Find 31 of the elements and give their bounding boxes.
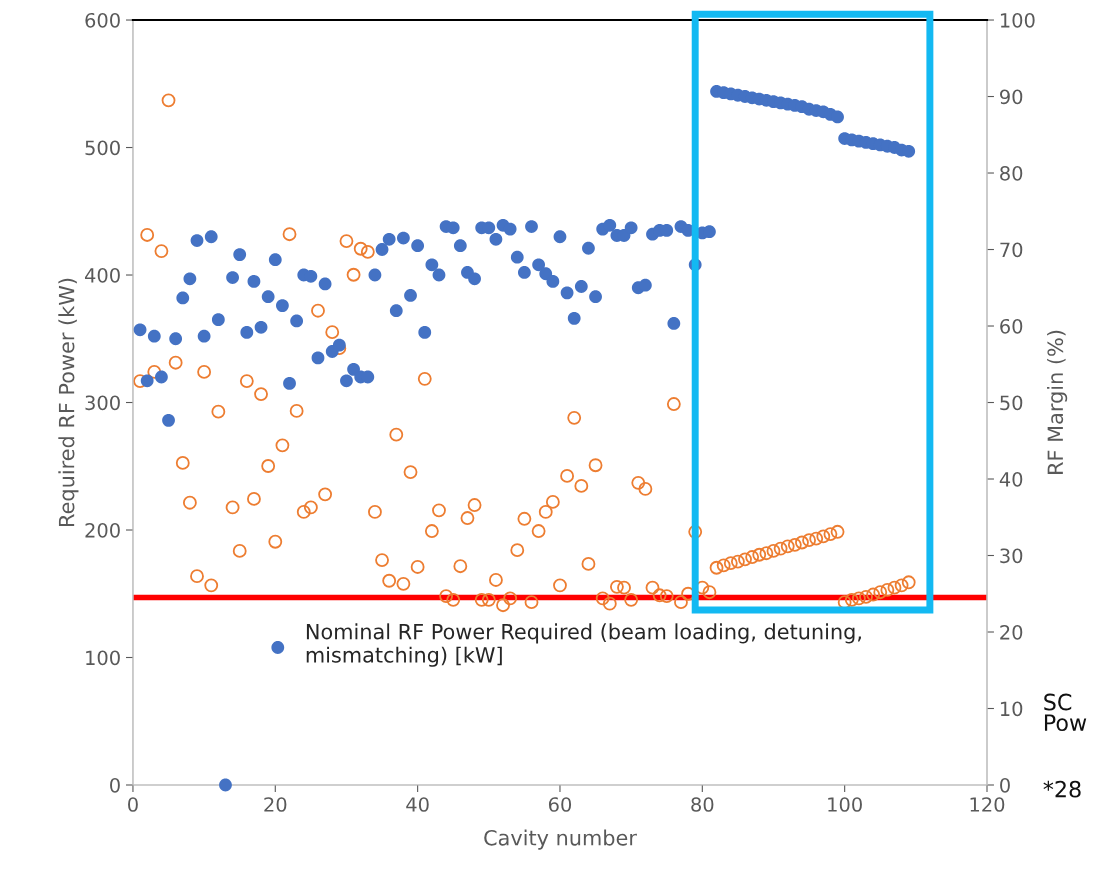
y2-tick-label: 50: [1000, 395, 1023, 411]
legend-label: Nominal RF Power Required (beam loading, detuning, mismatching) [kW]: [306, 623, 861, 667]
x-tick-label: 40: [406, 797, 429, 812]
y-tick-label: 400: [84, 267, 120, 283]
y2-tick-label: 100: [1000, 12, 1035, 28]
y2-tick-label: 20: [1000, 624, 1023, 640]
y2-tick-label: 80: [1000, 165, 1023, 181]
y-tick-label: 100: [86, 650, 120, 666]
y-tick-label: 300: [85, 395, 120, 411]
y-tick-label: 600: [85, 12, 120, 28]
y2-tick-label: 40: [999, 471, 1023, 487]
y2-tick-label: 0: [1000, 777, 1010, 793]
y2-tick-label: 10: [1000, 701, 1023, 717]
y-tick-label: 500: [85, 140, 120, 156]
y2-tick-label: 90: [1000, 89, 1023, 105]
x-tick-label: 0: [128, 797, 138, 812]
y-axis-title: Required RF Power (kW): [58, 278, 79, 526]
x-axis-title: Cavity number: [484, 829, 637, 850]
x-tick-label: 80: [691, 797, 714, 812]
y2-axis-title: RF Margin (%): [1047, 330, 1068, 474]
y2-tick-label: 60: [1000, 318, 1023, 334]
x-tick-label: 20: [264, 797, 287, 812]
x-tick-label: 60: [548, 797, 572, 812]
text: SC Pow: [1044, 693, 1087, 732]
x-tick-label: 100: [828, 797, 862, 812]
x-tick-label: 120: [970, 797, 1005, 812]
y2-tick-label: 30: [1000, 548, 1023, 564]
y-tick-label: 200: [85, 522, 120, 538]
y2-tick-label: 70: [1000, 242, 1023, 258]
text: *28: [1043, 780, 1081, 798]
y-tick-label: 0: [110, 777, 120, 793]
